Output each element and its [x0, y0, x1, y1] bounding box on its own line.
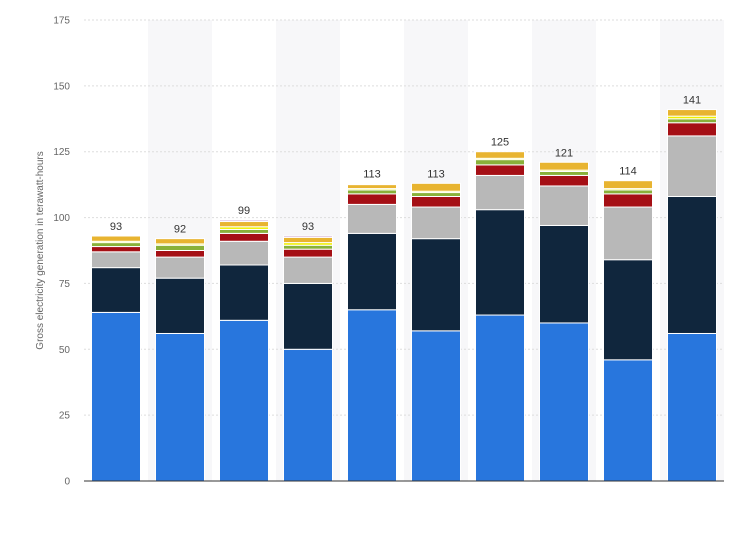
- bar-segment-4[interactable]: [347, 193, 397, 205]
- bar-segment-4[interactable]: [219, 232, 269, 242]
- bar-segment-3[interactable]: [539, 185, 589, 226]
- bar-segment-3[interactable]: [475, 174, 525, 211]
- total-label: 114: [619, 166, 637, 178]
- bar-segment-3[interactable]: [219, 240, 269, 266]
- bar-segment-7[interactable]: [155, 238, 205, 245]
- bar-segment-3[interactable]: [347, 203, 397, 234]
- y-axis-label: Gross electricity generation in terawatt…: [35, 151, 46, 349]
- total-label: 113: [427, 168, 445, 180]
- bar-segment-4[interactable]: [667, 122, 717, 137]
- bar-segment-5[interactable]: [347, 189, 397, 195]
- y-axis-ticks: 0 25 50 75 100 125 150 175: [53, 16, 70, 488]
- bar-segment-3[interactable]: [155, 256, 205, 279]
- bar-segment-7[interactable]: [219, 221, 269, 228]
- bar-segment-4[interactable]: [539, 174, 589, 187]
- total-label: 141: [683, 95, 701, 107]
- total-labels: 93 92 99 93 113 113 125 121 114 141: [110, 95, 701, 236]
- bar-segment-7[interactable]: [91, 235, 141, 242]
- bar-segment-7[interactable]: [539, 161, 589, 171]
- total-label: 93: [110, 221, 122, 233]
- y-tick-label: 175: [53, 16, 70, 27]
- total-label: 93: [302, 221, 314, 233]
- bar-segment-8[interactable]: [283, 235, 333, 238]
- y-tick-label: 75: [59, 279, 71, 290]
- bar-segment-5[interactable]: [219, 228, 269, 234]
- bar-segment-4[interactable]: [283, 248, 333, 258]
- bar-segment-5[interactable]: [155, 244, 205, 252]
- bar-segment-2[interactable]: [667, 195, 717, 334]
- bar-segment-3[interactable]: [603, 206, 653, 261]
- bar-segment-1[interactable]: [603, 359, 653, 482]
- bar-segment-4[interactable]: [155, 250, 205, 258]
- bar-segment-7[interactable]: [347, 184, 397, 190]
- bar-segment-1[interactable]: [667, 332, 717, 482]
- y-tick-label: 125: [53, 147, 70, 158]
- bar-segment-2[interactable]: [347, 232, 397, 311]
- bars: [91, 109, 717, 482]
- bar-segment-7[interactable]: [475, 151, 525, 159]
- bar-segment-7[interactable]: [667, 109, 717, 117]
- total-label: 125: [491, 137, 509, 149]
- bar-segment-1[interactable]: [475, 314, 525, 482]
- bar-segment-5[interactable]: [283, 244, 333, 250]
- bar-segment-5[interactable]: [667, 118, 717, 124]
- bar-segment-1[interactable]: [347, 309, 397, 482]
- bar-segment-5[interactable]: [539, 170, 589, 176]
- bar-segment-2[interactable]: [603, 259, 653, 361]
- bar-segment-1[interactable]: [411, 330, 461, 482]
- bar-segment-2[interactable]: [539, 224, 589, 324]
- y-tick-label: 0: [64, 477, 70, 488]
- y-tick-label: 25: [59, 411, 71, 422]
- y-tick-label: 150: [53, 81, 70, 92]
- bar-segment-3[interactable]: [667, 135, 717, 197]
- bar-segment-5[interactable]: [475, 159, 525, 166]
- bar-segment-1[interactable]: [539, 322, 589, 482]
- bar-segment-2[interactable]: [155, 277, 205, 334]
- bar-segment-1[interactable]: [155, 332, 205, 482]
- bar-segment-2[interactable]: [283, 282, 333, 350]
- bar-segment-5[interactable]: [411, 192, 461, 197]
- bar-segment-7[interactable]: [603, 180, 653, 190]
- bar-segment-2[interactable]: [475, 209, 525, 316]
- bar-segment-2[interactable]: [91, 267, 141, 313]
- total-label: 113: [363, 168, 381, 180]
- total-label: 121: [555, 147, 573, 159]
- total-label: 99: [238, 205, 250, 217]
- bar-segment-4[interactable]: [91, 246, 141, 253]
- bar-segment-1[interactable]: [91, 311, 141, 482]
- total-label: 92: [174, 224, 186, 236]
- bar-segment-2[interactable]: [219, 264, 269, 321]
- bar-segment-2[interactable]: [411, 238, 461, 332]
- bar-segment-3[interactable]: [411, 206, 461, 240]
- bar-segment-3[interactable]: [283, 256, 333, 284]
- bar-segment-4[interactable]: [411, 195, 461, 208]
- bar-segment-7[interactable]: [283, 236, 333, 244]
- bar-segment-4[interactable]: [475, 164, 525, 176]
- bar-segment-1[interactable]: [219, 319, 269, 482]
- bar-segment-5[interactable]: [91, 242, 141, 248]
- bar-segment-4[interactable]: [603, 193, 653, 208]
- y-tick-label: 50: [59, 345, 71, 356]
- bar-segment-3[interactable]: [91, 251, 141, 269]
- y-tick-label: 100: [53, 213, 70, 224]
- bar-segment-8[interactable]: [219, 219, 269, 223]
- bar-segment-5[interactable]: [603, 189, 653, 195]
- bar-segment-7[interactable]: [411, 182, 461, 192]
- bar-segment-1[interactable]: [283, 348, 333, 482]
